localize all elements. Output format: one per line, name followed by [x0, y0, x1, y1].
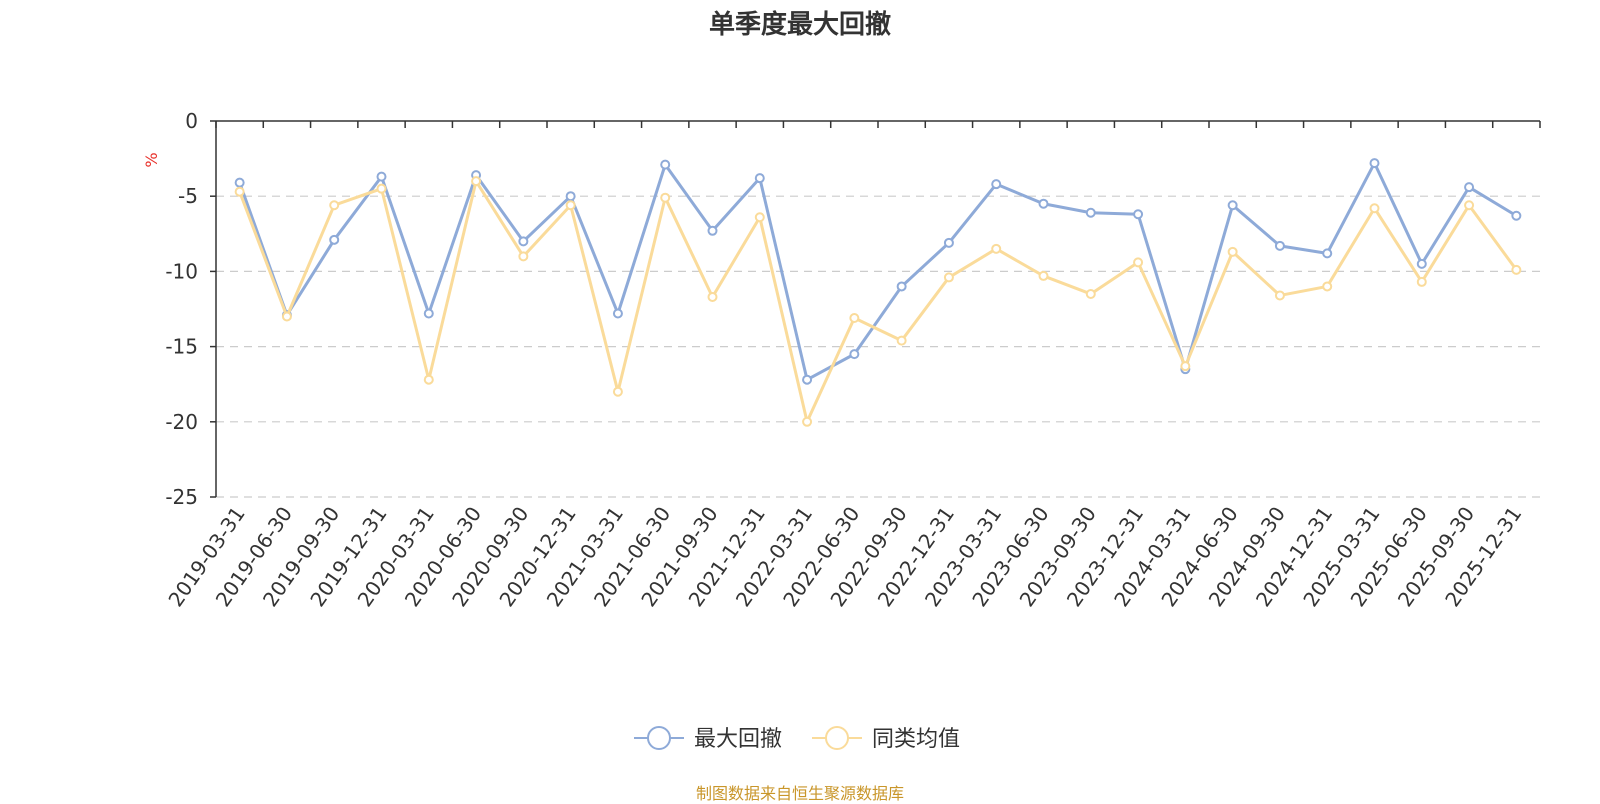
y-tick-label: -10: [165, 259, 198, 283]
data-point[interactable]: [518, 236, 529, 247]
data-point[interactable]: [1085, 207, 1096, 218]
data-point[interactable]: [234, 177, 245, 188]
data-point[interactable]: [612, 386, 623, 397]
data-point[interactable]: [991, 243, 1002, 254]
data-point[interactable]: [1180, 361, 1191, 372]
data-point[interactable]: [1085, 288, 1096, 299]
legend-swatch-marker: [647, 726, 671, 750]
data-point[interactable]: [376, 171, 387, 182]
axes: [210, 120, 1541, 498]
data-point[interactable]: [754, 212, 765, 223]
data-point[interactable]: [1369, 158, 1380, 169]
data-point[interactable]: [281, 311, 292, 322]
data-point[interactable]: [1464, 200, 1475, 211]
data-point[interactable]: [896, 281, 907, 292]
data-point[interactable]: [896, 335, 907, 346]
y-axis-unit-label: %: [142, 152, 161, 167]
data-point[interactable]: [1227, 200, 1238, 211]
series-line-0: [238, 161, 1518, 382]
data-point[interactable]: [849, 349, 860, 360]
legend: 最大回撤 同类均值: [634, 726, 960, 752]
data-point[interactable]: [1416, 258, 1427, 269]
data-point[interactable]: [991, 179, 1002, 190]
data-point[interactable]: [1038, 198, 1049, 209]
data-point[interactable]: [660, 159, 671, 170]
y-tick-label: -15: [165, 335, 198, 359]
legend-label[interactable]: 同类均值: [872, 727, 960, 752]
data-point[interactable]: [660, 192, 671, 203]
data-point[interactable]: [1227, 246, 1238, 257]
legend-swatch-marker: [825, 726, 849, 750]
data-point[interactable]: [471, 176, 482, 187]
data-point[interactable]: [423, 308, 434, 319]
source-footer: 制图数据来自恒生聚源数据库: [695, 784, 904, 803]
data-point[interactable]: [1511, 210, 1522, 221]
series-group: [234, 158, 1522, 427]
legend-label[interactable]: 最大回撤: [694, 727, 782, 752]
data-point[interactable]: [1274, 290, 1285, 301]
data-point[interactable]: [612, 308, 623, 319]
y-tick-label: 0: [185, 109, 198, 133]
data-point[interactable]: [1511, 264, 1522, 275]
data-point[interactable]: [565, 191, 576, 202]
data-point[interactable]: [1322, 248, 1333, 259]
data-point[interactable]: [707, 225, 718, 236]
data-point[interactable]: [329, 200, 340, 211]
y-tick-label: -25: [165, 485, 198, 509]
data-point[interactable]: [943, 237, 954, 248]
data-point[interactable]: [565, 200, 576, 211]
data-point[interactable]: [234, 186, 245, 197]
data-point[interactable]: [1133, 257, 1144, 268]
data-point[interactable]: [849, 313, 860, 324]
data-point[interactable]: [1133, 209, 1144, 220]
data-point[interactable]: [707, 291, 718, 302]
data-point[interactable]: [1274, 240, 1285, 251]
data-point[interactable]: [1322, 281, 1333, 292]
data-point[interactable]: [1416, 276, 1427, 287]
series-line-1: [238, 179, 1518, 424]
data-point[interactable]: [802, 416, 813, 427]
x-axis-tick-labels: 2019-03-312019-06-302019-09-302019-12-31…: [163, 502, 1526, 611]
data-point[interactable]: [1369, 203, 1380, 214]
data-point[interactable]: [329, 234, 340, 245]
data-point[interactable]: [423, 374, 434, 385]
data-point[interactable]: [1038, 270, 1049, 281]
data-point[interactable]: [1464, 182, 1475, 193]
data-point[interactable]: [518, 251, 529, 262]
data-point[interactable]: [802, 374, 813, 385]
y-tick-label: -5: [178, 184, 198, 208]
y-axis-tick-labels: 0 -5 -10 -15 -20 -25: [165, 109, 198, 509]
chart-title: 单季度最大回撤: [708, 10, 891, 40]
data-point[interactable]: [376, 183, 387, 194]
gridlines: [216, 195, 1540, 498]
data-point[interactable]: [754, 173, 765, 184]
data-point[interactable]: [943, 272, 954, 283]
y-tick-label: -20: [165, 410, 198, 434]
